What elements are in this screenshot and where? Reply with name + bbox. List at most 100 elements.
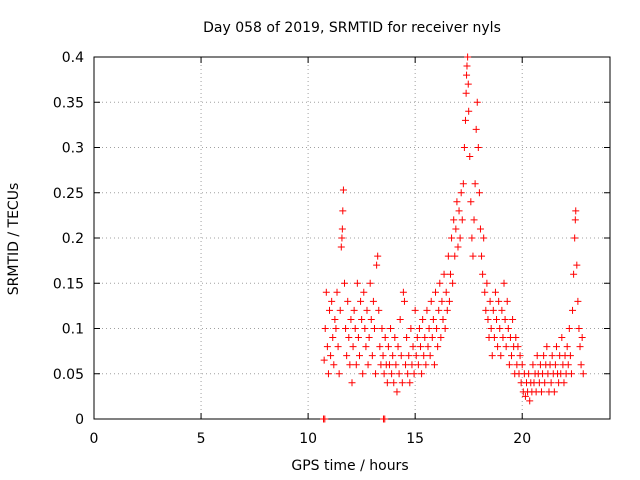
data-point — [362, 343, 370, 351]
data-point — [413, 334, 421, 342]
data-point — [394, 343, 402, 351]
data-point — [369, 297, 377, 305]
data-point — [526, 397, 534, 405]
data-point — [374, 252, 382, 260]
x-tick-label: 15 — [406, 431, 424, 447]
data-point — [437, 334, 445, 342]
data-point — [338, 234, 346, 242]
data-point — [569, 306, 577, 314]
x-axis-label: GPS time / hours — [291, 458, 408, 474]
data-point — [445, 297, 453, 305]
data-point — [381, 334, 389, 342]
data-point — [393, 388, 401, 396]
data-point — [551, 361, 559, 369]
data-point — [482, 306, 490, 314]
data-point — [444, 252, 452, 260]
data-point — [335, 370, 343, 378]
data-point — [491, 288, 499, 296]
data-point — [464, 53, 472, 61]
data-point — [417, 343, 425, 351]
y-tick-label: 0.15 — [53, 276, 84, 292]
data-point — [378, 325, 386, 332]
data-point — [360, 288, 368, 296]
data-point — [424, 343, 432, 351]
data-point — [439, 315, 447, 323]
data-point — [350, 306, 358, 314]
data-point — [472, 125, 480, 133]
data-point — [478, 252, 486, 260]
data-point — [496, 325, 504, 332]
data-point — [434, 343, 442, 351]
data-point — [405, 352, 413, 360]
data-point — [457, 189, 465, 197]
data-point — [324, 370, 332, 378]
data-point — [409, 343, 417, 351]
data-point — [420, 352, 428, 360]
data-point — [344, 297, 352, 305]
data-point — [560, 379, 568, 387]
data-point — [357, 297, 365, 305]
data-point — [402, 361, 410, 369]
data-point — [468, 234, 476, 242]
data-point — [436, 279, 444, 287]
data-point — [521, 392, 529, 400]
x-tick-label: 10 — [299, 431, 317, 447]
data-point — [573, 261, 581, 269]
data-point — [567, 370, 575, 378]
data-point — [441, 325, 449, 332]
data-point — [564, 361, 572, 369]
x-tick-label: 20 — [513, 431, 531, 447]
data-point — [428, 334, 436, 342]
data-point — [576, 343, 584, 351]
data-point — [533, 352, 541, 360]
data-point — [364, 361, 372, 369]
data-point — [467, 198, 475, 206]
data-point — [488, 352, 496, 360]
data-point — [471, 180, 479, 188]
data-point — [452, 225, 460, 233]
data-point — [466, 153, 474, 161]
data-point — [363, 306, 371, 314]
data-point — [341, 279, 349, 287]
data-point — [379, 352, 387, 360]
data-point — [575, 325, 583, 332]
data-point — [572, 207, 580, 215]
data-point — [352, 361, 360, 369]
data-point — [411, 306, 419, 314]
data-point — [548, 352, 556, 360]
data-point — [448, 234, 456, 242]
data-point — [391, 334, 399, 342]
data-point — [481, 288, 489, 296]
data-point — [347, 315, 355, 323]
x-tick-label: 5 — [197, 431, 206, 447]
data-point — [376, 343, 384, 351]
data-point — [396, 315, 404, 323]
chart-title: Day 058 of 2019, SRMTID for receiver nyl… — [203, 20, 501, 36]
data-point — [330, 361, 338, 369]
data-point — [450, 216, 458, 224]
data-point — [571, 234, 579, 242]
data-points — [320, 53, 587, 423]
data-point — [495, 297, 503, 305]
data-point — [404, 370, 412, 378]
data-point — [415, 325, 423, 332]
data-point — [321, 325, 329, 332]
data-point — [537, 388, 545, 396]
data-point — [446, 270, 454, 278]
data-point — [493, 315, 501, 323]
data-point — [430, 361, 438, 369]
data-point — [563, 343, 571, 351]
data-point — [460, 144, 468, 151]
data-point — [438, 297, 446, 305]
data-point — [426, 352, 434, 360]
data-point — [464, 80, 472, 88]
data-point — [479, 270, 487, 278]
data-point — [367, 315, 375, 323]
data-point — [498, 306, 506, 314]
y-tick-label: 0.25 — [53, 186, 84, 202]
data-point — [392, 361, 400, 369]
y-tick-label: 0.3 — [62, 141, 84, 157]
y-tick-label: 0.4 — [62, 50, 84, 66]
data-point — [338, 225, 346, 233]
